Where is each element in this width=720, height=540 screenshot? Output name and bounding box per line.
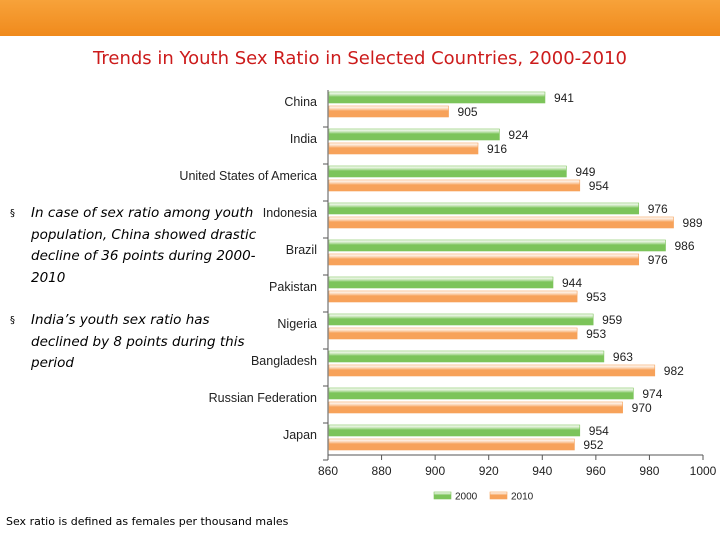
x-tick-label: 860 — [318, 464, 338, 478]
bullet-item: § In case of sex ratio among youth popul… — [10, 203, 260, 289]
x-tick-label: 980 — [639, 464, 659, 478]
data-label: 924 — [508, 128, 528, 142]
bullet-text: India’s youth sex ratio has declined by … — [31, 312, 245, 371]
bar-2000 — [328, 91, 546, 104]
bullet-icon: § — [10, 315, 15, 326]
data-label: 963 — [613, 350, 633, 364]
bar-2000 — [328, 424, 581, 437]
category-label: Japan — [283, 428, 317, 442]
legend-label: 2000 — [455, 492, 478, 503]
bar-2000 — [328, 202, 640, 215]
category-label: Brazil — [286, 243, 317, 257]
bar-2010 — [328, 179, 581, 192]
category-label: Bangladesh — [251, 354, 317, 368]
x-tick-label: 960 — [586, 464, 606, 478]
data-label: 976 — [648, 202, 668, 216]
bar-2010 — [328, 364, 656, 377]
bar-2010 — [328, 401, 623, 414]
bar-2000 — [328, 313, 594, 326]
data-label: 982 — [664, 364, 684, 378]
header-bar — [0, 0, 720, 36]
legend-swatch-2010 — [489, 491, 508, 500]
data-label: 949 — [575, 165, 595, 179]
category-label: United States of America — [179, 169, 317, 183]
legend-label: 2010 — [511, 492, 534, 503]
data-label: 905 — [458, 105, 478, 119]
footnote: Sex ratio is defined as females per thou… — [6, 515, 289, 528]
x-tick-label: 940 — [532, 464, 552, 478]
x-tick-label: 900 — [425, 464, 445, 478]
bar-2010 — [328, 253, 640, 266]
data-label: 954 — [589, 424, 609, 438]
x-tick-label: 920 — [479, 464, 499, 478]
category-label: Pakistan — [269, 280, 317, 294]
category-label: Nigeria — [277, 317, 317, 331]
category-label: Russian Federation — [209, 391, 317, 405]
x-tick-label: 880 — [372, 464, 392, 478]
bullet-list: § In case of sex ratio among youth popul… — [10, 203, 260, 396]
data-label: 974 — [642, 387, 662, 401]
data-label: 952 — [583, 438, 603, 452]
bar-2010 — [328, 290, 578, 303]
bar-2000 — [328, 239, 666, 252]
x-tick-label: 1000 — [690, 464, 717, 478]
data-label: 989 — [683, 216, 703, 230]
bar-2000 — [328, 387, 634, 400]
bullet-text: In case of sex ratio among youth populat… — [31, 205, 257, 286]
data-label: 953 — [586, 327, 606, 341]
category-label: Indonesia — [263, 206, 317, 220]
data-label: 986 — [675, 239, 695, 253]
legend-swatch-2000 — [433, 491, 452, 500]
data-label: 976 — [648, 253, 668, 267]
bar-2000 — [328, 350, 605, 363]
category-label: China — [284, 95, 317, 109]
data-label: 944 — [562, 276, 582, 290]
bar-2010 — [328, 216, 674, 229]
bullet-item: § India’s youth sex ratio has declined b… — [10, 310, 260, 375]
bar-2010 — [328, 142, 479, 155]
data-label: 916 — [487, 142, 507, 156]
data-label: 954 — [589, 179, 609, 193]
bar-2010 — [328, 105, 449, 118]
bar-2000 — [328, 128, 500, 141]
data-label: 970 — [632, 401, 652, 415]
data-label: 941 — [554, 91, 574, 105]
data-label: 953 — [586, 290, 606, 304]
bar-2000 — [328, 165, 567, 178]
slide-title: Trends in Youth Sex Ratio in Selected Co… — [93, 48, 627, 69]
category-label: India — [290, 132, 317, 146]
bullet-icon: § — [10, 208, 15, 219]
bar-2010 — [328, 438, 575, 451]
data-label: 959 — [602, 313, 622, 327]
bar-2000 — [328, 276, 554, 289]
bar-2010 — [328, 327, 578, 340]
